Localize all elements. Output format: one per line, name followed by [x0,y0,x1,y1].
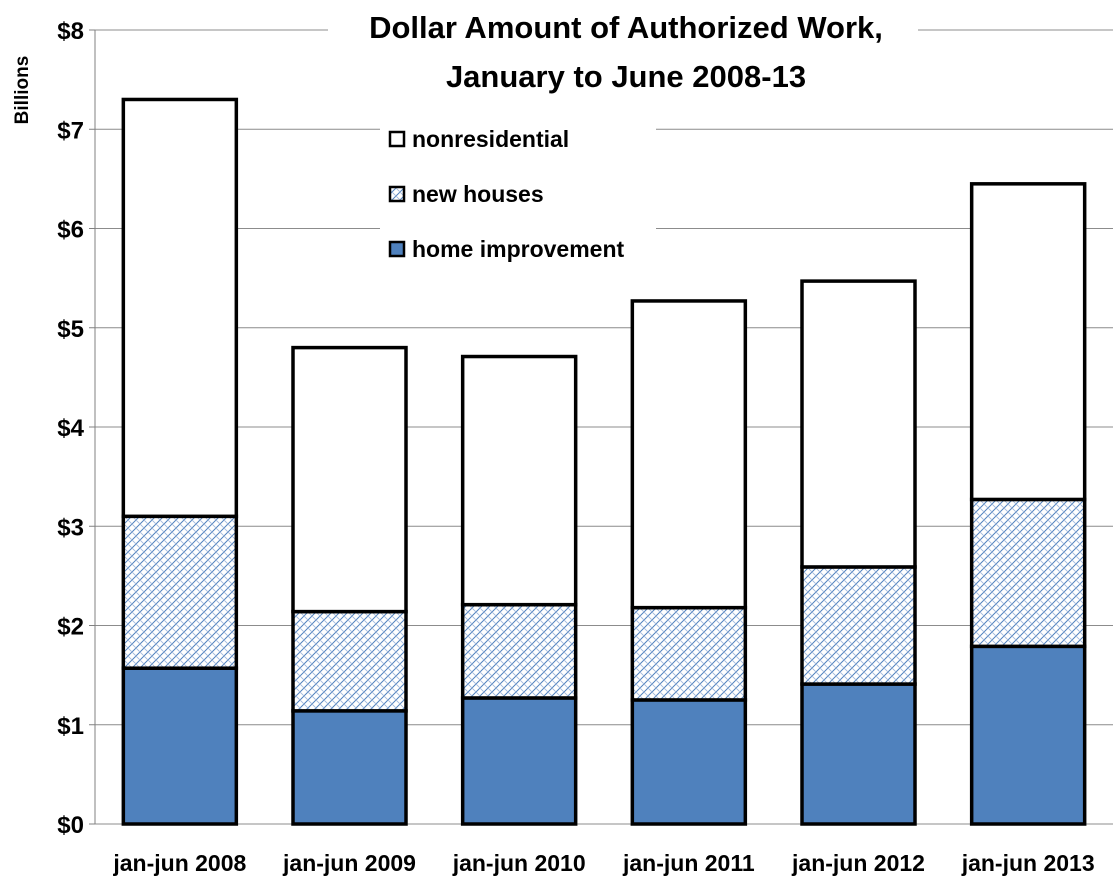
y-tick-label: $1 [57,713,84,740]
bar-segment-home-improvement [121,666,239,826]
y-tick-label: $6 [57,217,84,244]
legend-swatch [388,130,406,148]
y-tick-label: $8 [57,18,84,45]
y-tick-label: $0 [57,812,84,839]
x-tick-label: jan-jun 2011 [622,850,755,876]
bar-segment-nonresidential [460,354,578,607]
chart-title-line2: January to June 2008-13 [446,59,806,94]
bar-segment-home-improvement [630,698,748,826]
legend-swatch [388,185,406,203]
y-tick-label: $7 [57,117,84,144]
bars [121,97,1087,826]
chart-title-line1: Dollar Amount of Authorized Work, [369,10,883,45]
bar-segment-new-houses [630,605,748,702]
title-background [328,8,918,106]
bar-segment-nonresidential [121,97,239,519]
bar-segment-new-houses [121,514,239,670]
bar-segment-nonresidential [630,299,748,610]
x-tick-label: jan-jun 2009 [282,850,416,876]
x-axis-labels: jan-jun 2008 jan-jun 2009 jan-jun 2010 jan-… [112,850,1094,876]
x-tick-label: jan-jun 2008 [112,850,246,876]
legend-label: new houses [412,181,544,207]
legend-background [380,118,656,278]
bar-segment-nonresidential [969,182,1087,502]
bar-segment-new-houses [800,565,917,686]
bar-segment-home-improvement [460,696,578,826]
y-axis-title: Billions [12,56,33,125]
bar-segment-new-houses [969,497,1087,649]
x-tick-label: jan-jun 2010 [452,850,586,876]
y-axis-ticks: $0 $1 $2 $3 $4 $5 $6 $7 $8 [57,18,95,839]
y-tick-label: $3 [57,514,84,541]
y-tick-label: $2 [57,614,84,641]
bar-segment-home-improvement [291,709,408,826]
legend-swatch [388,240,406,258]
y-tick-label: $4 [57,415,84,442]
legend-label: home improvement [412,236,624,262]
legend: nonresidential new houses home improvement [380,118,656,278]
bar-segment-nonresidential [291,345,408,614]
bar-segment-new-houses [460,602,578,700]
bar-segment-home-improvement [800,682,917,826]
x-tick-label: jan-jun 2012 [791,850,925,876]
legend-label: nonresidential [412,126,569,152]
y-tick-label: $5 [57,316,84,343]
x-tick-label: jan-jun 2013 [961,850,1095,876]
bar-segment-nonresidential [800,279,917,569]
bar-segment-home-improvement [969,644,1087,826]
bar-segment-new-houses [291,609,408,713]
